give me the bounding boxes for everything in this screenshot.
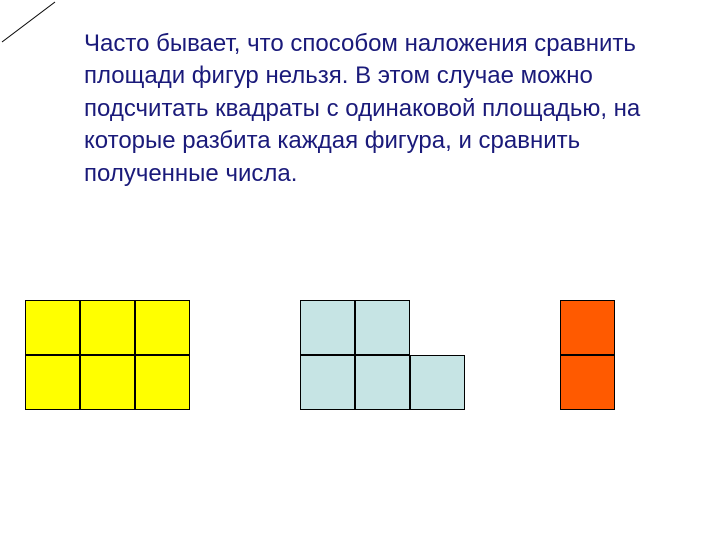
grid-cell [25, 300, 80, 355]
figures-row [0, 300, 720, 500]
grid-cell [410, 355, 465, 410]
decor-line [2, 2, 55, 42]
grid-cell [135, 355, 190, 410]
grid-cell [300, 300, 355, 355]
grid-cell [560, 355, 615, 410]
grid-cell [560, 300, 615, 355]
grid-cell [355, 300, 410, 355]
grid-cell [80, 300, 135, 355]
grid-cell [80, 355, 135, 410]
grid-cell [300, 355, 355, 410]
grid-cell [135, 300, 190, 355]
grid-cell [25, 355, 80, 410]
body-paragraph: Часто бывает, что способом наложения сра… [84, 28, 644, 190]
corner-decor [0, 0, 60, 45]
grid-cell [355, 355, 410, 410]
